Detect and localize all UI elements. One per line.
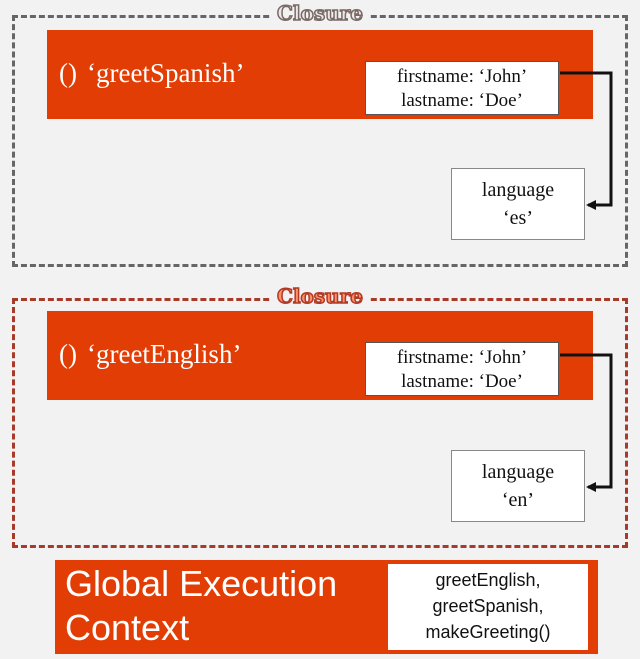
variable-environment: firstname: ‘John’ lastname: ‘Doe’ bbox=[365, 61, 559, 115]
function-signature: () bbox=[59, 58, 77, 88]
global-title-line-1: Global Execution bbox=[65, 563, 338, 604]
closure-title: Closure bbox=[271, 285, 369, 307]
closure-title: Closure bbox=[271, 2, 369, 24]
execution-context-greet-spanish: () ‘greetSpanish’ firstname: ‘John’ lastn… bbox=[47, 30, 593, 119]
global-execution-context: Global Execution Context greetEnglish, g… bbox=[55, 560, 598, 654]
global-variable-environment: greetEnglish, greetSpanish, makeGreeting… bbox=[388, 564, 588, 650]
function-name: ‘greetEnglish’ bbox=[86, 339, 242, 369]
variable-environment: firstname: ‘John’ lastname: ‘Doe’ bbox=[365, 342, 559, 396]
variable-lastname: lastname: ‘Doe’ bbox=[401, 90, 523, 111]
function-label: () ‘greetSpanish’ bbox=[59, 58, 244, 89]
outer-environment-language-en: language ‘en’ bbox=[451, 450, 585, 522]
closure-english: Closure bbox=[12, 285, 628, 548]
variable-lastname: lastname: ‘Doe’ bbox=[401, 371, 523, 392]
variable-firstname: firstname: ‘John’ bbox=[396, 66, 528, 87]
variable-firstname: firstname: ‘John’ bbox=[396, 347, 528, 368]
function-signature: () bbox=[59, 339, 77, 369]
global-var-make-greeting: makeGreeting() bbox=[425, 622, 551, 642]
global-var-greet-english: greetEnglish, bbox=[435, 570, 541, 590]
global-var-greet-spanish: greetSpanish, bbox=[432, 596, 544, 616]
execution-context-greet-english: () ‘greetEnglish’ firstname: ‘John’ lastn… bbox=[47, 311, 593, 400]
global-title: Global Execution Context bbox=[65, 562, 337, 650]
outer-variable-name: language bbox=[481, 461, 555, 483]
function-label: () ‘greetEnglish’ bbox=[59, 339, 241, 370]
outer-environment-language-es: language ‘es’ bbox=[451, 168, 585, 240]
outer-variable-name: language bbox=[481, 179, 555, 201]
outer-variable-value: ‘es’ bbox=[503, 207, 533, 229]
function-name: ‘greetSpanish’ bbox=[86, 58, 245, 88]
outer-variable-value: ‘en’ bbox=[501, 489, 535, 511]
closure-spanish: Closure bbox=[12, 2, 628, 267]
global-title-line-2: Context bbox=[65, 607, 190, 648]
